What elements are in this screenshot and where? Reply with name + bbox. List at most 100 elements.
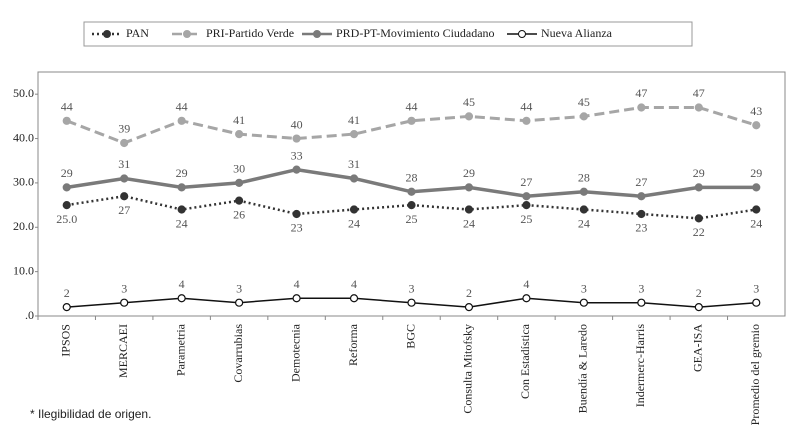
point: [637, 298, 646, 307]
data-label: 29: [61, 166, 73, 180]
point: [522, 116, 531, 125]
point: [522, 192, 531, 201]
point: [694, 303, 703, 312]
data-label: 26: [233, 207, 245, 221]
x-tick-label: Covarrubias: [231, 324, 245, 383]
x-tick-label: IPSOS: [58, 324, 72, 357]
data-label: 31: [118, 157, 130, 171]
point: [120, 174, 129, 183]
point: [120, 192, 129, 201]
data-label: 28: [578, 171, 590, 185]
data-label: 2: [64, 286, 70, 300]
data-label: 4: [179, 277, 185, 291]
legend-label: PRI-Partido Verde: [206, 26, 294, 40]
data-label: 27: [635, 175, 647, 189]
point: [407, 200, 416, 210]
point: [752, 183, 761, 192]
point: [464, 183, 474, 192]
point: [235, 130, 244, 139]
data-label: 44: [520, 100, 532, 114]
data-label: 44: [176, 100, 188, 114]
point: [292, 294, 301, 303]
data-label: 30: [233, 162, 245, 176]
point: [637, 192, 646, 201]
data-label: 47: [693, 86, 705, 100]
point: [464, 112, 474, 121]
point: [579, 187, 588, 196]
point: [120, 138, 129, 148]
point: [177, 294, 186, 303]
data-label: 23: [635, 221, 647, 235]
legend-marker: [518, 30, 526, 38]
point: [694, 183, 703, 192]
point: [349, 205, 359, 214]
data-label: 39: [118, 122, 130, 136]
data-label: 29: [463, 166, 475, 180]
point: [522, 200, 531, 210]
x-tick-label: Consulta Mitofsky: [461, 324, 475, 414]
data-label: 27: [520, 175, 532, 189]
point: [579, 205, 588, 214]
y-tick-label: 20.0: [13, 219, 34, 233]
point: [752, 298, 761, 307]
legend-marker: [313, 30, 321, 38]
data-label: 3: [236, 281, 242, 295]
x-tick-label: Con Estadística: [518, 323, 532, 399]
legend-label: PAN: [126, 26, 149, 40]
data-label: 24: [750, 216, 762, 230]
legend-label: PRD-PT-Movimiento Ciudadano: [336, 26, 495, 40]
data-label: 41: [348, 113, 360, 127]
point: [694, 214, 703, 223]
data-label: 3: [581, 281, 587, 295]
y-tick-label: 10.0: [13, 263, 34, 277]
data-label: 45: [463, 95, 475, 109]
x-tick-label: Parametria: [173, 323, 187, 376]
x-tick-label: Buendía & Laredo: [576, 324, 590, 413]
legend-marker: [103, 30, 111, 38]
point: [62, 200, 71, 210]
data-label: 4: [523, 277, 529, 291]
x-tick-label: BGC: [403, 324, 417, 349]
data-label: 3: [121, 281, 127, 295]
data-label: 25: [406, 212, 418, 226]
data-label: 29: [750, 166, 762, 180]
point: [62, 116, 71, 125]
data-label: 3: [409, 281, 415, 295]
data-label: 3: [753, 281, 759, 295]
data-label: 24: [176, 216, 188, 230]
y-tick-label: .0: [25, 308, 34, 322]
point: [579, 112, 588, 121]
point: [752, 121, 761, 130]
point: [177, 116, 186, 125]
point: [349, 130, 359, 139]
point: [694, 103, 703, 112]
point: [292, 134, 301, 143]
point: [177, 183, 186, 192]
point: [407, 116, 416, 125]
point: [235, 196, 244, 205]
x-tick-label: Demotecnia: [288, 323, 302, 382]
data-label: 2: [466, 286, 472, 300]
data-label: 41: [233, 113, 245, 127]
data-label: 22: [693, 225, 705, 239]
point: [407, 298, 416, 307]
point: [579, 298, 588, 307]
point: [349, 294, 359, 303]
data-label: 25.0: [56, 212, 77, 226]
point: [752, 205, 761, 214]
data-label: 31: [348, 157, 360, 171]
data-label: 2: [696, 286, 702, 300]
x-tick-label: Indermerc-Harris: [633, 324, 647, 408]
legend-box: [83, 21, 693, 47]
point: [62, 303, 71, 312]
point: [235, 178, 244, 188]
data-label: 43: [750, 104, 762, 118]
data-label: 29: [693, 166, 705, 180]
y-tick-label: 30.0: [13, 175, 34, 189]
x-tick-label: Reforma: [346, 323, 360, 366]
x-tick-label: GEA-ISA: [691, 324, 705, 372]
point: [407, 187, 416, 196]
point: [235, 298, 244, 307]
data-label: 40: [291, 117, 303, 131]
